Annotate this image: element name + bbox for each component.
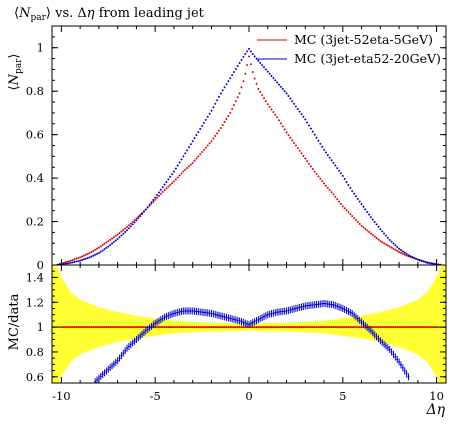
x-axis-label: Δη xyxy=(426,402,446,418)
x-tick-label: 10 xyxy=(429,389,444,403)
ratio-y-tick-label: 1.2 xyxy=(26,295,44,309)
legend-label-series-1: MC (3jet-52eta-5GeV) xyxy=(294,32,433,47)
x-tick-label: -5 xyxy=(150,389,161,403)
top-y-tick-label: 0 xyxy=(37,258,44,272)
ratio-plot-area xyxy=(52,265,446,383)
ratio-y-axis-label: MC/data xyxy=(7,293,22,350)
chart-title: ⟨Npar⟩ vs. Δη from leading jet xyxy=(14,6,205,23)
ratio-y-tick-label: 0.6 xyxy=(26,370,44,384)
top-y-tick-label: 0.6 xyxy=(26,128,44,142)
x-tick-label: 5 xyxy=(339,389,346,403)
top-y-tick-label: 0.8 xyxy=(26,84,44,98)
top-y-tick-label: 0.4 xyxy=(26,171,44,185)
series-1-markers xyxy=(56,55,442,265)
x-tick-label: 0 xyxy=(245,389,252,403)
top-y-axis-label: ⟨Npar⟩ xyxy=(7,54,24,91)
ratio-y-tick-label: 1.4 xyxy=(26,270,44,284)
ratio-panel: 0.6 0.8 1 1.2 1.4 -10 -5 0 5 10 xyxy=(26,264,447,403)
ratio-series-2-markers xyxy=(94,300,410,383)
x-tick-label: -10 xyxy=(52,389,71,403)
series-2-markers xyxy=(56,47,442,265)
ratio-y-tick-label: 1 xyxy=(37,320,44,334)
top-y-tick-label: 0.2 xyxy=(26,215,44,229)
top-y-tick-label: 1 xyxy=(37,41,44,55)
legend: MC (3jet-52eta-5GeV) MC (3jet-eta52-20Ge… xyxy=(257,32,441,66)
ratio-series-1-markers xyxy=(60,326,438,329)
ratio-y-tick-label: 0.8 xyxy=(26,345,44,359)
legend-label-series-2: MC (3jet-eta52-20GeV) xyxy=(294,51,441,66)
